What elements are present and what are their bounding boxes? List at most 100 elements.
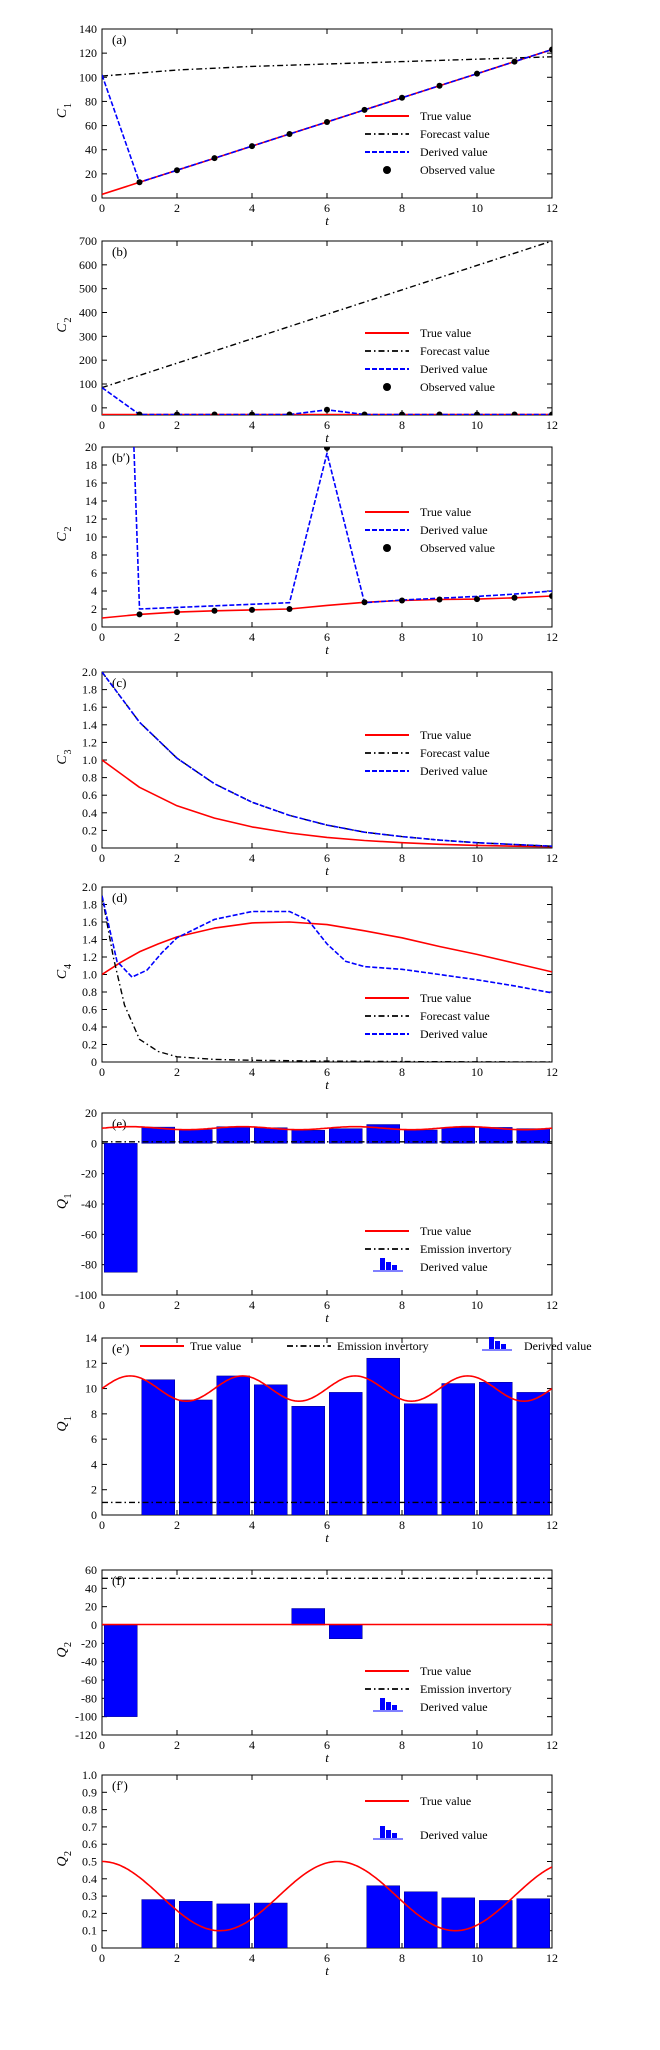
observed-point <box>399 94 405 101</box>
series-line <box>102 56 552 77</box>
legend-label: Observed value <box>420 541 495 555</box>
x-tick-label: 6 <box>324 1518 330 1532</box>
bar <box>141 1126 175 1144</box>
y-tick-label: 2 <box>91 602 97 616</box>
legend-swatch <box>392 1705 397 1710</box>
x-tick-label: 2 <box>174 1298 180 1312</box>
observed-point <box>549 592 552 599</box>
series-line <box>102 1860 552 1932</box>
y-tick-label: 1.8 <box>82 898 97 912</box>
y-tick-label: -100 <box>75 1288 97 1302</box>
y-tick-label: 4 <box>91 1457 97 1471</box>
y-tick-label: 600 <box>79 258 97 272</box>
legend-swatch <box>380 1826 385 1838</box>
y-tick-label: 700 <box>79 234 97 248</box>
legend-label: True value <box>420 1794 471 1808</box>
x-tick-label: 12 <box>546 418 558 432</box>
observed-point <box>549 46 552 53</box>
bar <box>141 1379 175 1515</box>
legend: True value Derived value <box>365 1794 488 1842</box>
plot-frame <box>101 671 553 849</box>
bar <box>404 1891 438 1948</box>
x-tick-label: 8 <box>399 1065 405 1079</box>
x-tick-label: 4 <box>249 1065 255 1079</box>
y-tick-label: 140 <box>79 22 97 36</box>
y-axis-label-subscript: 4 <box>63 964 74 969</box>
y-tick-label: 0 <box>91 841 97 855</box>
y-axis-label-subscript: 2 <box>63 1642 74 1647</box>
legend: True value Forecast value Derived value <box>365 728 490 778</box>
legend-swatch <box>392 1265 397 1270</box>
x-tick-label: 8 <box>399 1738 405 1752</box>
y-axis-label: C <box>55 532 70 542</box>
y-tick-label: -120 <box>75 1728 97 1742</box>
y-tick-label: 2 <box>91 1483 97 1497</box>
bar <box>479 1900 513 1948</box>
observed-point <box>436 82 443 89</box>
series-line <box>102 1375 552 1402</box>
y-tick-label: 1.4 <box>82 718 97 732</box>
x-tick-label: 12 <box>546 1298 558 1312</box>
y-tick-label: 300 <box>79 329 97 343</box>
legend-swatch <box>495 1341 500 1349</box>
y-tick-label: 40 <box>85 143 97 157</box>
observed-point <box>136 179 143 186</box>
observed-point <box>474 411 480 415</box>
y-axis-label-subscript: 1 <box>63 1194 74 1199</box>
panel-label: (a) <box>112 32 126 47</box>
legend-swatch <box>386 1702 391 1710</box>
x-axis-label: t <box>325 430 329 445</box>
y-tick-label: -100 <box>75 1710 97 1724</box>
legend-label: Observed value <box>420 163 495 177</box>
y-tick-label: -40 <box>81 1655 97 1669</box>
legend: True value Forecast value Derived value Obs… <box>365 109 495 177</box>
legend-label: True value <box>420 109 471 123</box>
legend-label: True value <box>420 991 471 1005</box>
x-tick-label: 0 <box>99 1738 105 1752</box>
observed-point <box>249 411 255 415</box>
y-axis-label: C <box>55 323 70 333</box>
x-axis-label: t <box>325 642 329 657</box>
bar <box>441 1383 475 1515</box>
observed-point <box>286 131 293 138</box>
x-tick-label: 4 <box>249 1518 255 1532</box>
y-axis-label: C <box>55 108 70 118</box>
legend-label: Derived value <box>420 1700 488 1714</box>
panel-label: (e) <box>112 1116 126 1131</box>
legend-marker <box>383 544 391 552</box>
x-tick-label: 6 <box>324 201 330 215</box>
y-tick-label: 0.8 <box>82 985 97 999</box>
series-line <box>102 672 552 847</box>
y-tick-label: 0.6 <box>82 788 97 802</box>
observed-point <box>361 599 368 606</box>
x-tick-label: 8 <box>399 851 405 865</box>
bar <box>441 1897 475 1948</box>
plot-frame <box>101 446 553 628</box>
legend-label: Derived value <box>420 764 488 778</box>
y-tick-label: 0.8 <box>82 771 97 785</box>
x-tick-label: 6 <box>324 1738 330 1752</box>
y-tick-label: 0.4 <box>82 806 97 820</box>
y-axis-label-subscript: 1 <box>63 103 74 108</box>
x-tick-label: 12 <box>546 1518 558 1532</box>
x-tick-label: 12 <box>546 630 558 644</box>
x-tick-label: 6 <box>324 851 330 865</box>
legend-label: Emission invertory <box>420 1682 512 1696</box>
observed-point <box>436 596 443 603</box>
observed-point <box>324 447 330 451</box>
y-tick-label: 0.6 <box>82 1003 97 1017</box>
legend-swatch <box>380 1258 385 1270</box>
y-tick-label: 80 <box>85 94 97 108</box>
bar <box>404 1403 438 1515</box>
y-tick-label: -40 <box>81 1197 97 1211</box>
legend-label: Derived value <box>420 362 488 376</box>
x-tick-label: 10 <box>471 1518 483 1532</box>
y-tick-label: 14 <box>85 494 97 508</box>
y-tick-label: 1.4 <box>82 933 97 947</box>
y-tick-label: 0.7 <box>82 1820 97 1834</box>
bar <box>441 1127 475 1144</box>
x-tick-label: 0 <box>99 1518 105 1532</box>
y-tick-label: 0 <box>91 401 97 415</box>
y-tick-label: 2.0 <box>82 880 97 894</box>
y-tick-label: -20 <box>81 1636 97 1650</box>
